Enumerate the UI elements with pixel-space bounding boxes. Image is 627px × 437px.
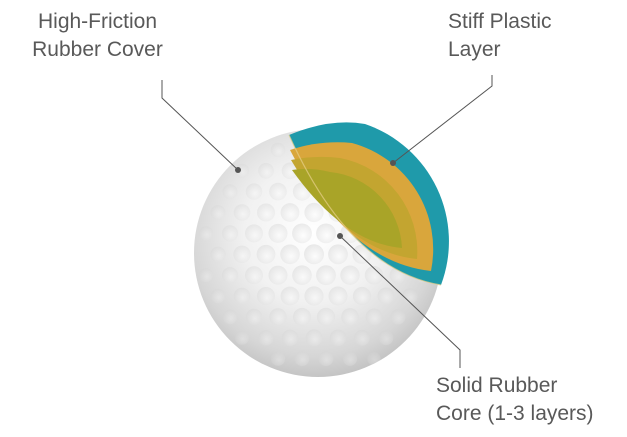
dimple xyxy=(354,329,370,346)
dimple xyxy=(340,265,360,285)
dimple xyxy=(402,288,418,304)
dimple xyxy=(245,224,263,243)
dimple xyxy=(316,223,336,244)
dimple xyxy=(280,244,300,265)
ball-dimples xyxy=(198,142,441,367)
dimple xyxy=(281,329,299,346)
dimple xyxy=(280,203,300,222)
dimple xyxy=(316,265,336,286)
label-plastic-layer-line1: Stiff Plastic xyxy=(448,10,552,33)
dimple xyxy=(199,268,213,283)
leader-lines xyxy=(161,75,493,368)
dimple xyxy=(245,308,263,325)
plastic-leader-line xyxy=(392,75,493,164)
dimple xyxy=(318,351,334,367)
dimple xyxy=(257,203,275,222)
dimple xyxy=(328,286,348,306)
label-plastic-layer: Stiff Plastic Layer xyxy=(448,8,551,64)
dimple xyxy=(304,202,324,223)
dimple xyxy=(390,309,406,325)
dimple xyxy=(280,286,300,306)
dimple xyxy=(258,330,274,346)
label-rubber-core-line2: Core (1-3 layers) xyxy=(436,402,594,425)
dimple xyxy=(256,244,276,264)
cover-leader-dot xyxy=(235,167,241,173)
dimple xyxy=(245,183,263,200)
dimple xyxy=(352,244,372,264)
dimple xyxy=(365,308,383,326)
dimple xyxy=(233,245,251,263)
dimple xyxy=(221,267,239,284)
core-leader-line xyxy=(339,235,461,368)
dimple xyxy=(245,266,263,285)
dimple xyxy=(304,244,324,265)
plastic-leader-dot xyxy=(390,160,396,166)
dimple xyxy=(270,142,286,158)
dimple xyxy=(222,184,238,200)
dimple xyxy=(293,307,311,326)
dimple xyxy=(210,288,226,304)
label-rubber-core: Solid Rubber Core (1-3 layers) xyxy=(436,372,594,428)
core-leader-dot xyxy=(337,233,343,239)
dimple xyxy=(233,287,251,305)
dimple xyxy=(235,330,249,345)
dimple xyxy=(316,307,336,326)
dimple xyxy=(292,223,312,244)
dimple xyxy=(328,244,348,265)
dimple xyxy=(269,308,287,326)
dimple xyxy=(378,330,394,346)
dimple xyxy=(377,287,395,305)
dimple xyxy=(294,351,310,367)
dimple xyxy=(364,266,384,285)
dimple xyxy=(304,286,324,306)
dimple xyxy=(258,163,274,179)
cutaway-section xyxy=(288,122,449,286)
dimple xyxy=(367,352,381,366)
dimple xyxy=(341,308,359,326)
dimple xyxy=(268,223,288,243)
label-rubber-cover-line2: Rubber Cover xyxy=(32,38,163,61)
dimple xyxy=(222,309,238,325)
dimple xyxy=(281,162,299,180)
dimple xyxy=(210,246,226,262)
dimple xyxy=(270,351,286,366)
label-plastic-layer-line2: Layer xyxy=(448,38,501,61)
dimple xyxy=(233,204,251,221)
dimple xyxy=(198,226,214,241)
dimple xyxy=(269,182,287,201)
dimple xyxy=(329,329,347,347)
dimple xyxy=(352,286,372,306)
label-rubber-cover-line1: High-Friction xyxy=(37,10,158,33)
dimple xyxy=(292,265,312,286)
dimple xyxy=(305,329,323,347)
dimple xyxy=(257,287,275,305)
dimple xyxy=(268,265,288,285)
cutaway-edge xyxy=(288,134,442,286)
label-rubber-core-line1: Solid Rubber xyxy=(436,374,558,397)
dimple xyxy=(342,351,358,366)
dimple xyxy=(221,225,239,242)
cover-leader-line xyxy=(161,80,239,171)
dimple xyxy=(210,205,226,220)
core-inner-section xyxy=(292,168,402,248)
label-rubber-cover: High-Friction Rubber Cover xyxy=(10,8,185,64)
